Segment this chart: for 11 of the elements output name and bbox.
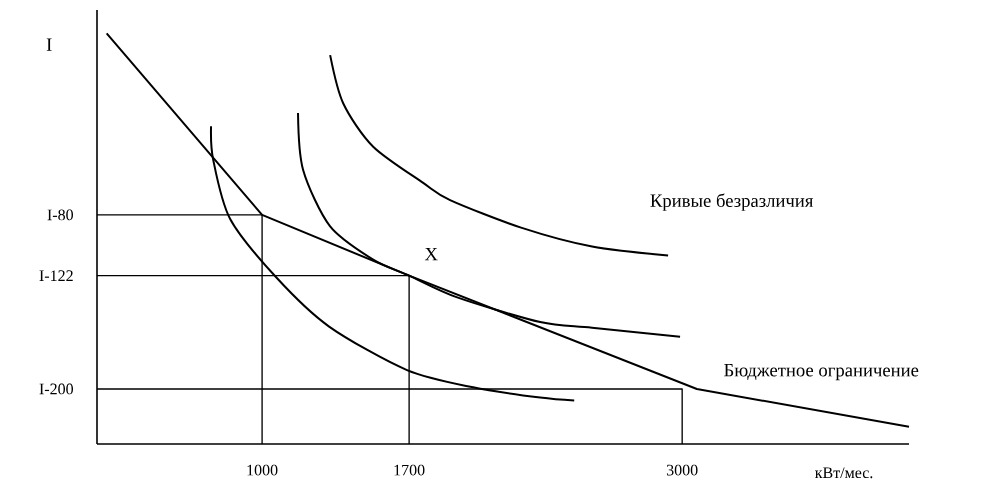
x-tick-label: 1700 xyxy=(394,464,425,476)
y-axis-title: I xyxy=(46,38,52,51)
text: Кривые безразличия xyxy=(650,193,814,211)
x-tick-label: 1000 xyxy=(247,464,278,476)
text: I-80 xyxy=(47,209,74,221)
text: I-122 xyxy=(39,270,73,281)
x-tick-label: 3000 xyxy=(666,464,698,476)
series-label: Бюджетное ограничение xyxy=(724,364,919,381)
annotation: X xyxy=(424,248,438,261)
text: I-200 xyxy=(39,383,74,395)
x-axis-title: кВт/мес. xyxy=(815,467,873,479)
